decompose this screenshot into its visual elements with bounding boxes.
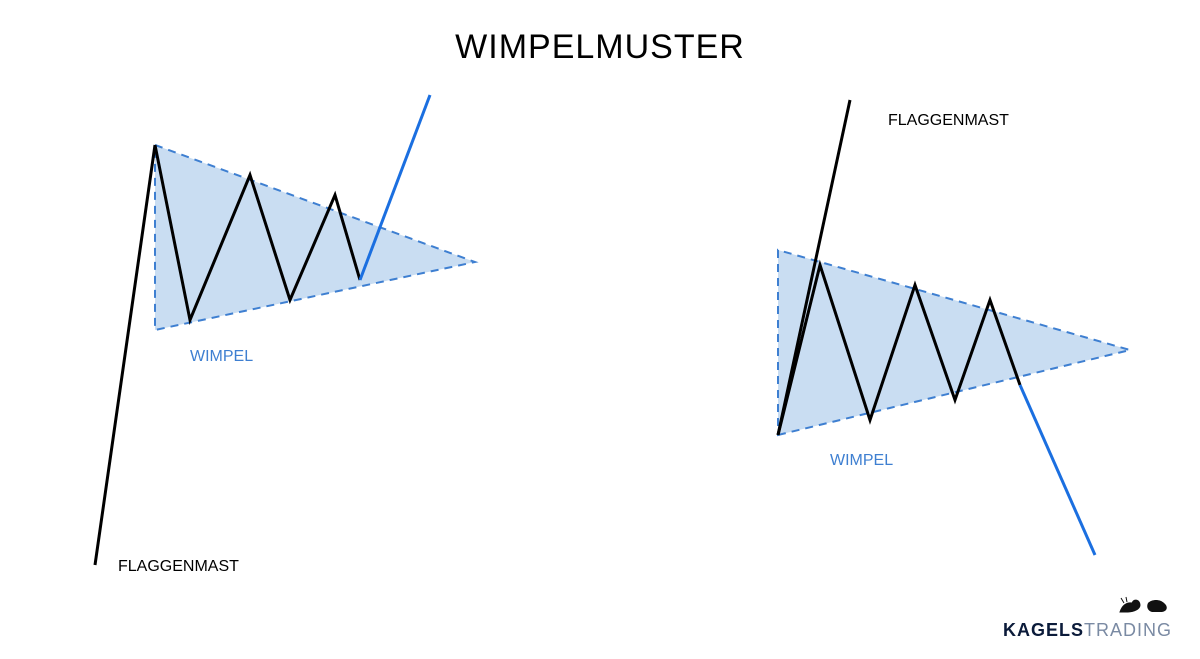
bearish-pennant-triangle xyxy=(778,250,1130,435)
bearish-breakout-line xyxy=(1020,385,1095,555)
logo-text-bold: KAGELS xyxy=(1003,620,1084,640)
bearish-wimpel-label: WIMPEL xyxy=(830,452,893,470)
bullish-pennant-triangle xyxy=(155,145,475,330)
bullish-wimpel-label: WIMPEL xyxy=(190,348,253,366)
logo-text-light: TRADING xyxy=(1084,620,1172,640)
brand-logo: KAGELSTRADING xyxy=(1003,594,1172,641)
bearish-pennant-group xyxy=(778,100,1130,555)
bullish-pennant-group xyxy=(95,95,475,565)
bullish-flagpole-line xyxy=(95,145,155,565)
bull-bear-icon xyxy=(1003,594,1172,620)
bullish-flaggenmast-label: FLAGGENMAST xyxy=(118,558,239,576)
bearish-flaggenmast-label: FLAGGENMAST xyxy=(888,112,1009,130)
